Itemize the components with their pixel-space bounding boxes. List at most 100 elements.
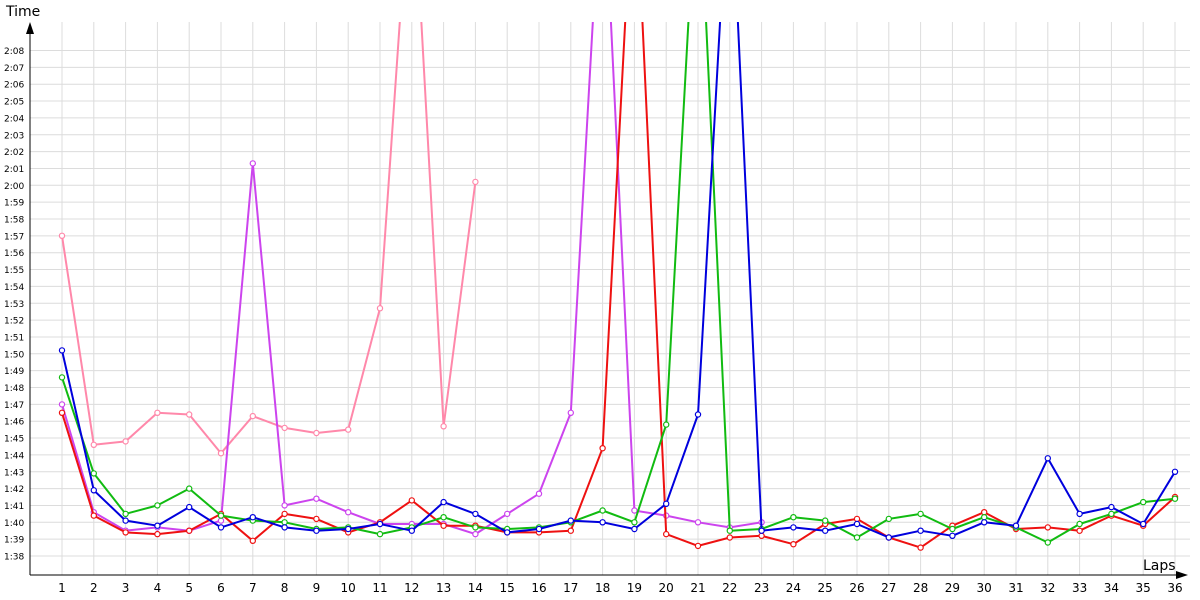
data-point	[122, 529, 129, 536]
y-tick-label: 2:00	[4, 182, 24, 192]
x-tick-label: 10	[341, 581, 356, 595]
data-point	[58, 347, 66, 354]
data-point	[663, 530, 670, 538]
data-point	[58, 401, 66, 408]
data-point	[822, 527, 829, 534]
data-point	[1044, 539, 1052, 546]
x-axis-arrow	[1176, 571, 1188, 579]
x-tick-label: 31	[1008, 581, 1023, 595]
x-tick-labels: 1 2 3 4 5 6 7 8 9 10 11 12 13 14 15 16 17 18 19 20 21 22 23 24 2…	[58, 581, 1182, 595]
data-point	[249, 537, 256, 545]
data-point	[567, 517, 575, 524]
series-path	[61, 22, 477, 455]
data-point	[376, 305, 384, 312]
data-point	[345, 426, 352, 433]
data-point	[631, 507, 638, 514]
data-point	[853, 534, 861, 541]
data-point	[472, 530, 479, 538]
data-point	[694, 411, 702, 418]
x-tick-label: 24	[786, 581, 801, 595]
y-tick-label: 1:52	[4, 317, 24, 327]
data-point	[440, 522, 447, 529]
y-tick-label: 2:03	[4, 131, 24, 141]
data-point	[185, 411, 193, 418]
axes	[26, 22, 1188, 579]
y-tick-label: 1:54	[4, 283, 24, 293]
data-point	[376, 530, 384, 538]
data-point	[1076, 520, 1083, 528]
x-tick-label: 23	[754, 581, 769, 595]
y-tick-label: 1:53	[4, 300, 24, 310]
x-tick-label: 29	[945, 581, 960, 595]
x-tick-label: 19	[627, 581, 642, 595]
x-tick-label: 14	[468, 581, 483, 595]
y-tick-labels: 1:38 1:39 1:40 1:41 1:42 1:43 1:44 1:45 1:46 1:47…	[4, 47, 24, 563]
data-point	[154, 522, 161, 529]
data-point	[90, 441, 98, 448]
x-tick-label: 17	[563, 581, 578, 595]
data-point	[631, 519, 638, 526]
x-tick-label: 15	[500, 581, 515, 595]
y-tick-label: 1:58	[4, 216, 24, 226]
data-point	[90, 487, 98, 494]
data-point	[663, 500, 670, 507]
data-point	[217, 450, 225, 457]
data-point	[185, 527, 193, 534]
data-point	[281, 424, 288, 432]
data-point	[58, 409, 66, 416]
x-tick-label: 7	[249, 581, 257, 595]
data-point	[154, 502, 161, 509]
y-tick-label: 1:55	[4, 266, 24, 276]
data-point	[154, 530, 161, 538]
data-point	[1044, 455, 1052, 462]
data-point	[1139, 498, 1147, 506]
x-tick-label: 33	[1072, 581, 1087, 595]
x-tick-label: 25	[818, 581, 833, 595]
data-point	[917, 510, 924, 518]
x-tick-label: 27	[881, 581, 896, 595]
y-tick-label: 2:04	[4, 114, 24, 124]
x-axis-title: Laps	[1143, 558, 1176, 574]
y-tick-label: 1:44	[4, 451, 24, 461]
y-tick-label: 1:38	[4, 553, 24, 563]
data-point	[122, 510, 129, 518]
y-tick-label: 1:40	[4, 519, 24, 529]
data-point	[281, 502, 288, 509]
data-point	[631, 525, 638, 533]
data-point	[249, 412, 256, 420]
x-tick-label: 28	[913, 581, 928, 595]
data-point	[345, 509, 352, 516]
data-point	[440, 514, 447, 521]
data-point	[249, 160, 256, 167]
data-point	[58, 232, 66, 239]
data-point	[853, 515, 861, 523]
data-point	[408, 497, 415, 504]
data-point	[1076, 510, 1083, 518]
data-point	[1139, 520, 1147, 528]
x-tick-label: 36	[1167, 581, 1182, 595]
data-point	[504, 510, 511, 518]
y-tick-label: 1:47	[4, 401, 24, 411]
data-point	[1171, 468, 1179, 475]
data-point	[758, 532, 765, 540]
data-point	[185, 485, 193, 492]
data-point	[90, 512, 98, 519]
series-line	[58, 22, 1179, 541]
data-point	[949, 532, 956, 540]
data-point	[917, 527, 924, 534]
data-point	[599, 507, 606, 514]
data-point	[122, 517, 129, 524]
data-point	[472, 524, 479, 531]
y-tick-label: 2:06	[4, 81, 24, 91]
data-point	[281, 510, 288, 518]
y-tick-label: 1:50	[4, 350, 24, 360]
data-point	[663, 421, 670, 428]
series-line	[58, 22, 479, 457]
series-path	[61, 22, 1176, 549]
data-point	[1108, 510, 1115, 518]
y-tick-label: 1:43	[4, 468, 24, 478]
y-tick-label: 1:57	[4, 232, 24, 242]
data-point	[472, 178, 479, 186]
data-point	[726, 527, 734, 534]
data-point	[90, 470, 98, 477]
